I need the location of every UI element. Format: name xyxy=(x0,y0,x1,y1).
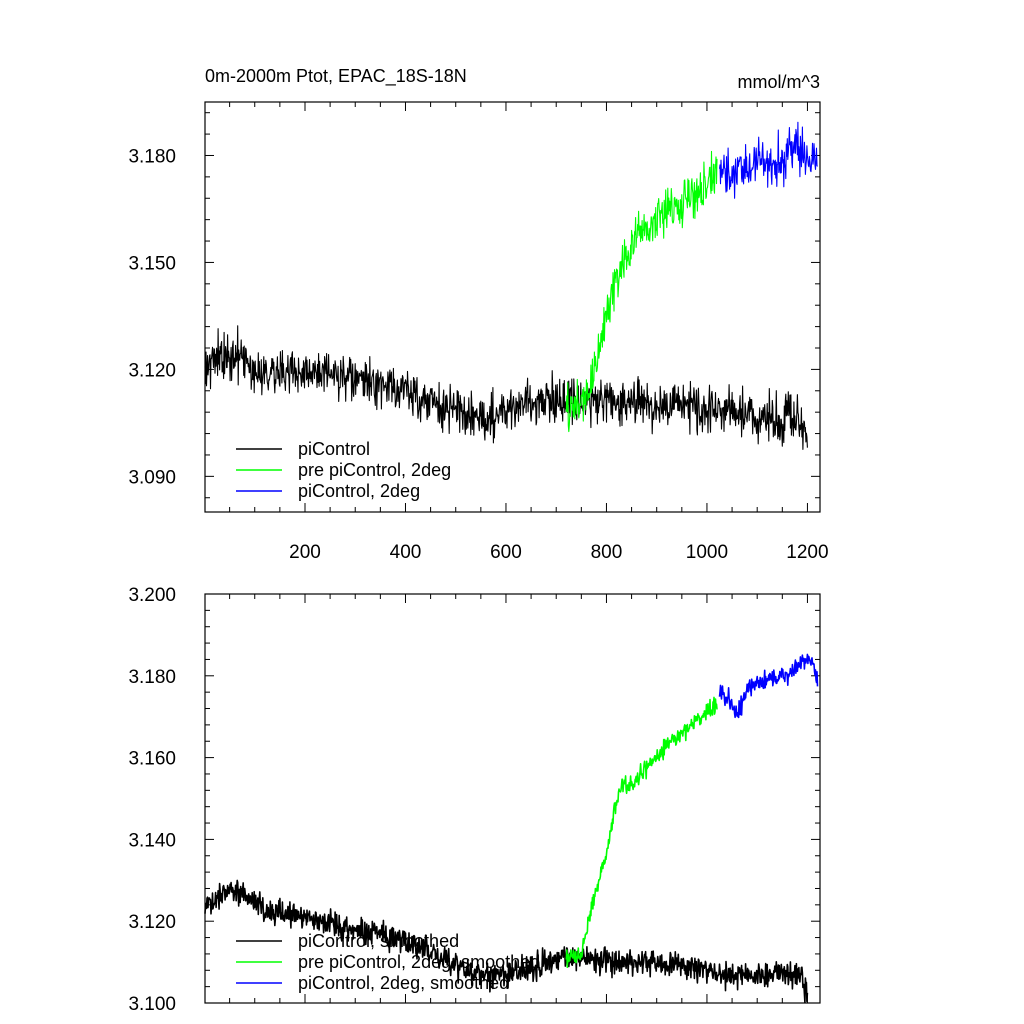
series-line xyxy=(204,879,809,1004)
series-line xyxy=(718,653,819,719)
legend-label: pre piControl, 2deg, smoothed xyxy=(298,952,540,972)
y-tick-label: 3.120 xyxy=(128,912,176,933)
x-axis-ticks xyxy=(229,594,808,1003)
legend-label: piControl, 2deg, smoothed xyxy=(298,973,509,993)
legend-label: pre piControl, 2deg xyxy=(298,460,451,480)
x-tick-label: 200 xyxy=(289,542,321,563)
y-tick-label: 3.180 xyxy=(128,146,176,167)
series-line xyxy=(565,150,718,433)
series-line xyxy=(204,325,808,450)
y-tick-label: 3.180 xyxy=(128,667,176,688)
x-tick-label: 600 xyxy=(490,542,522,563)
top-panel: 200 400 600 800 1000 1200 3.090 3.120 3.150 3.180… xyxy=(128,101,829,563)
legend-label: piControl, 2deg xyxy=(298,481,420,501)
y-tick-label: 3.090 xyxy=(128,467,176,488)
y-axis-ticks xyxy=(205,112,820,499)
series-line xyxy=(718,121,818,199)
series-line xyxy=(565,696,718,968)
y-axis-ticks xyxy=(205,593,820,1004)
chart-title: 0m-2000m Ptot, EPAC_18S-18N xyxy=(205,66,467,87)
bottom-panel: 3.100 3.120 3.140 3.160 3.180 3.200 piControl,… xyxy=(128,585,821,1015)
plot-frame xyxy=(204,593,821,1004)
y-tick-label: 3.200 xyxy=(128,585,176,606)
y-tick-label: 3.100 xyxy=(128,994,176,1015)
y-tick-label: 3.120 xyxy=(128,360,176,381)
y-tick-label: 3.160 xyxy=(128,749,176,770)
x-tick-label: 1000 xyxy=(686,542,728,563)
x-tick-label: 1200 xyxy=(786,542,828,563)
x-tick-label: 800 xyxy=(591,542,623,563)
x-axis-ticks xyxy=(229,102,808,512)
y-tick-label: 3.150 xyxy=(128,253,176,274)
plot-frame xyxy=(204,101,821,513)
legend-label: piControl xyxy=(298,439,370,459)
y-tick-label: 3.140 xyxy=(128,830,176,851)
x-tick-label: 400 xyxy=(390,542,422,563)
chart-units: mmol/m^3 xyxy=(738,72,820,92)
legend-label: piControl, smoothed xyxy=(298,931,459,951)
